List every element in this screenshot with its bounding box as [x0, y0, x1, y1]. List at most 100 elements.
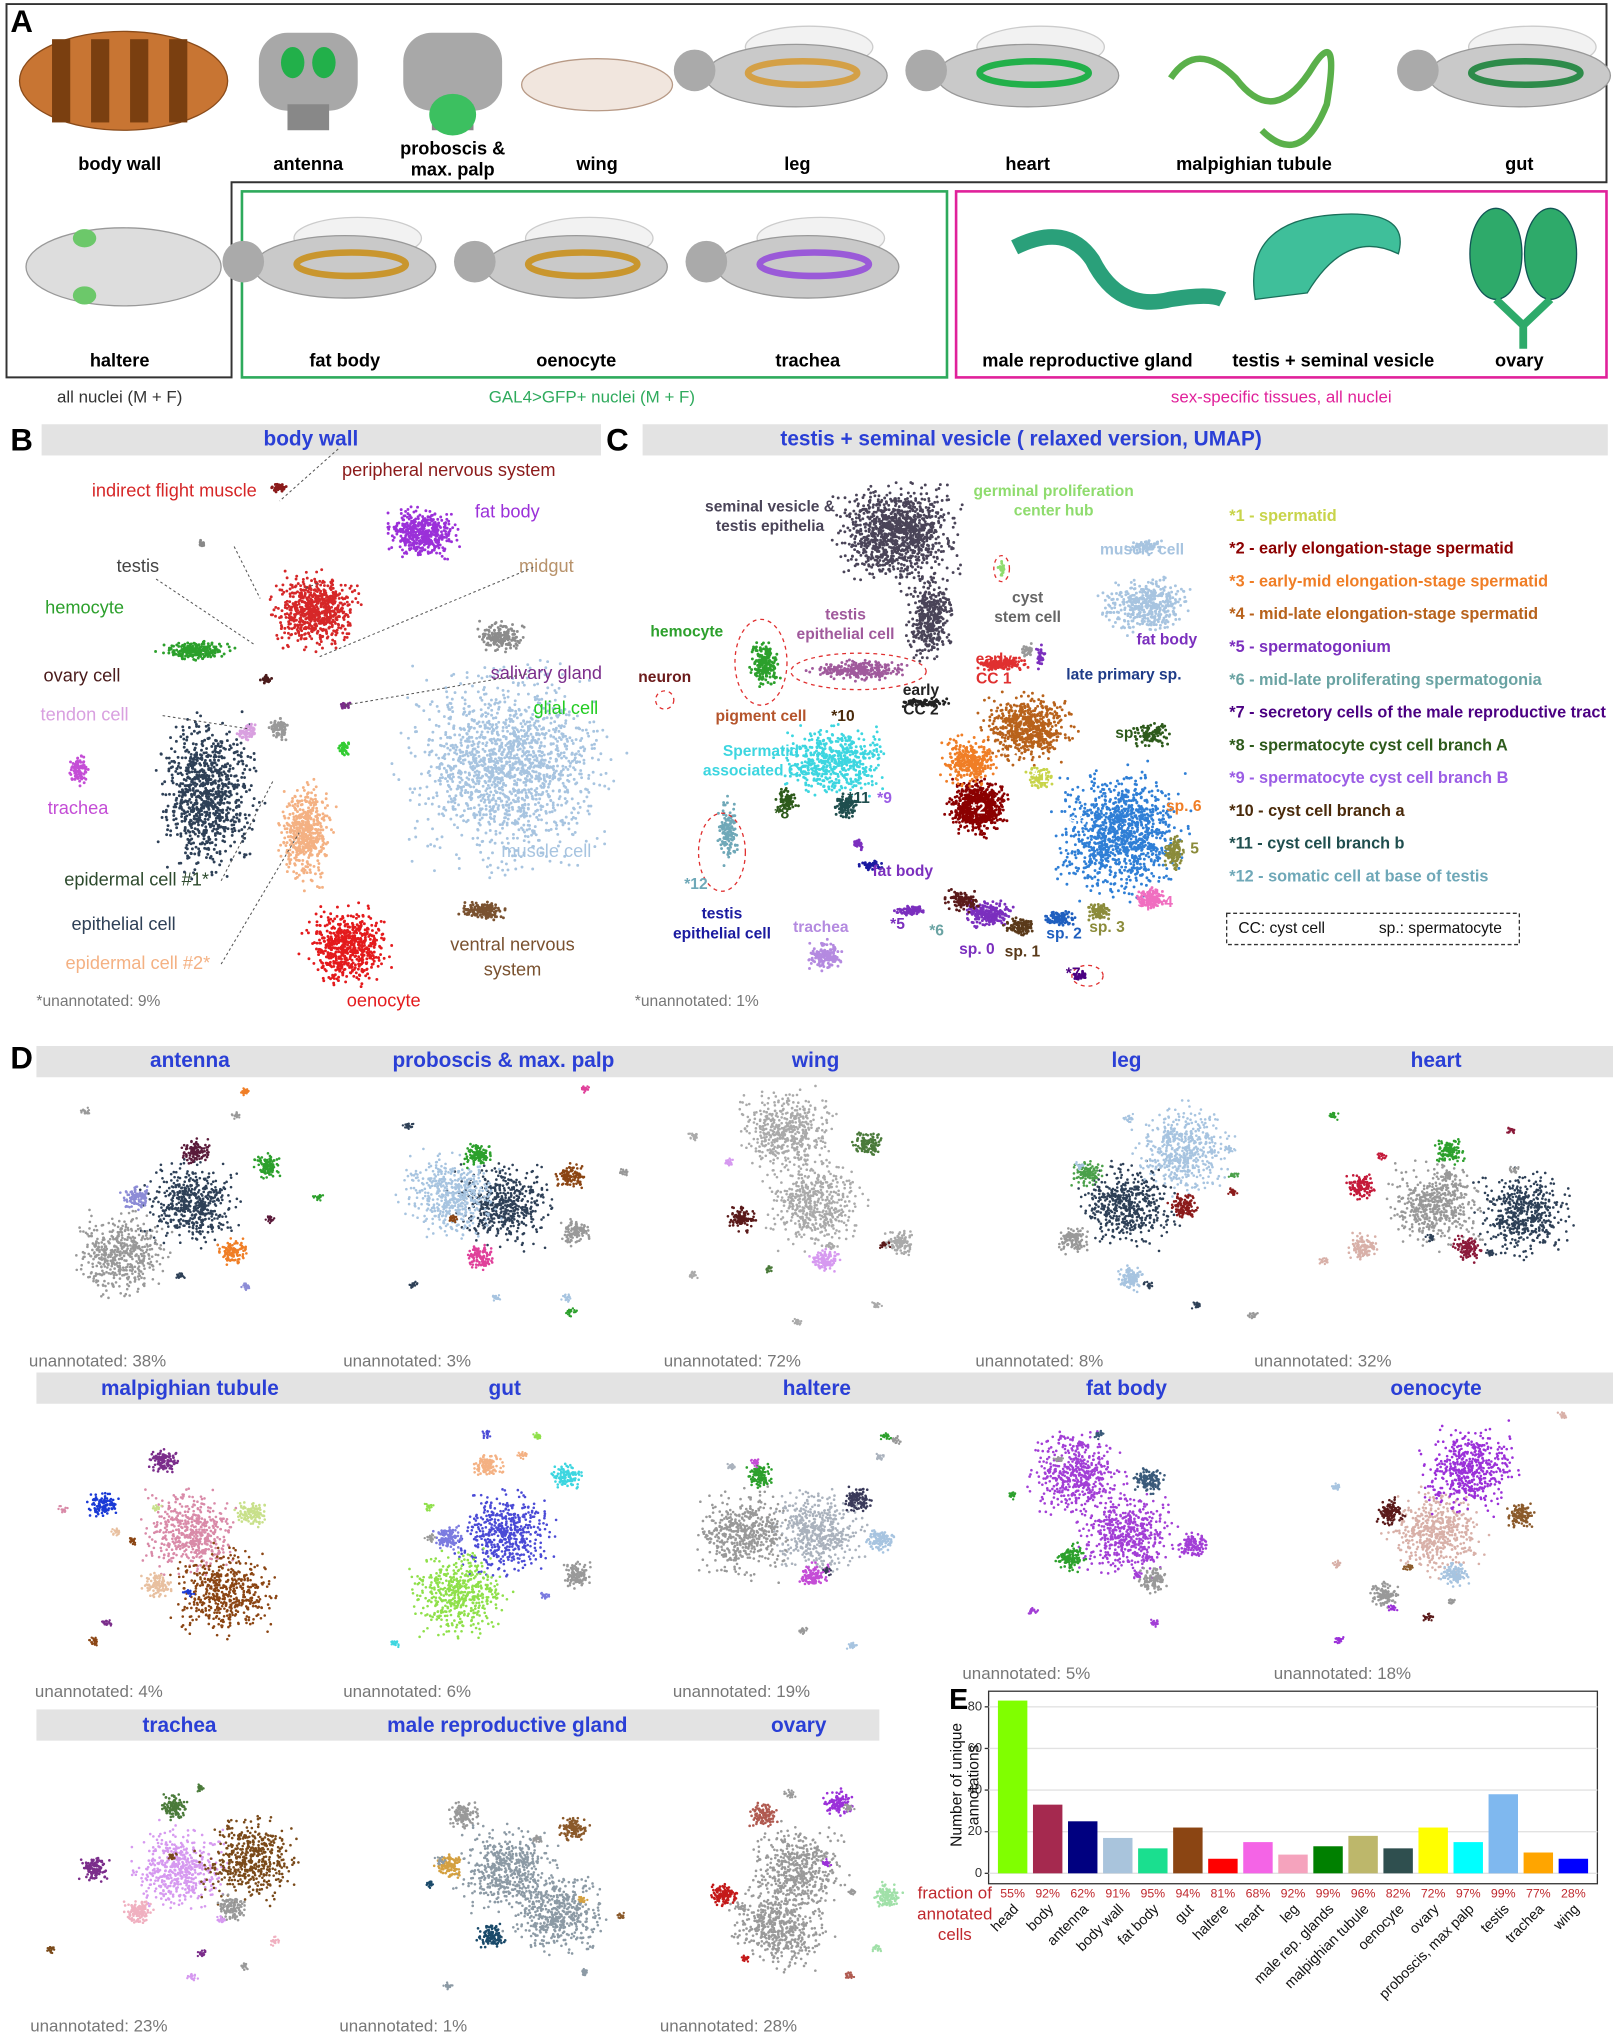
label: male reproductive gland — [982, 351, 1192, 371]
cell-dot — [446, 558, 449, 561]
cell-dot — [349, 971, 352, 974]
cell-dot — [346, 632, 349, 635]
cell-dot — [521, 770, 524, 773]
cell-dot — [530, 780, 533, 783]
cell-dot — [543, 779, 546, 782]
cell-dot — [606, 735, 609, 738]
cell-dot — [443, 755, 446, 758]
cell-dot — [296, 628, 299, 631]
cell-dot — [476, 764, 479, 767]
cell-dot — [177, 762, 180, 765]
cell-dot — [548, 783, 551, 786]
cell-dot — [507, 690, 510, 693]
cell-dot — [517, 778, 520, 781]
cell-dot — [344, 628, 347, 631]
cell-dot — [223, 653, 226, 656]
cell-dot — [169, 736, 172, 739]
cell-dot — [327, 916, 330, 919]
cell-dot — [317, 866, 320, 869]
cell-dot — [496, 784, 499, 787]
cell-dot — [519, 714, 522, 717]
cell-dot — [332, 926, 335, 929]
cell-dot — [224, 850, 227, 853]
cell-dot — [407, 737, 410, 740]
cell-dot — [532, 813, 535, 816]
cell-dot — [495, 723, 498, 726]
cell-dot — [305, 800, 308, 803]
cell-dot — [174, 750, 177, 753]
cell-dot — [374, 924, 377, 927]
cell-dot — [538, 725, 541, 728]
cell-dot — [337, 626, 340, 629]
cell-dot — [464, 698, 467, 701]
cell-dot — [195, 723, 198, 726]
cell-dot — [238, 829, 241, 832]
cell-dot — [241, 760, 244, 763]
cell-dot — [295, 578, 298, 581]
cell-dot — [466, 802, 469, 805]
cell-dot — [494, 842, 497, 845]
cell-dot — [292, 595, 295, 598]
cell-dot — [523, 814, 526, 817]
cell-dot — [572, 816, 575, 819]
cell-dot — [444, 733, 447, 736]
cell-dot — [421, 523, 424, 526]
cell-dot — [492, 794, 495, 797]
cell-dot — [360, 925, 363, 928]
cell-dot — [226, 875, 229, 878]
cell-dot — [524, 835, 527, 838]
cell-dot — [335, 647, 338, 650]
cell-dot — [476, 731, 479, 734]
cell-dot — [319, 627, 322, 630]
cell-dot — [215, 796, 218, 799]
cell-dot — [339, 918, 342, 921]
cell-dot — [505, 862, 508, 865]
cell-dot — [387, 522, 390, 525]
cell-dot — [219, 745, 222, 748]
cell-dot — [274, 483, 277, 486]
cell-dot — [303, 889, 306, 892]
cell-dot — [449, 736, 452, 739]
cell-dot — [308, 627, 311, 630]
cell-dot — [360, 982, 363, 985]
cell-dot — [575, 727, 578, 730]
cell-dot — [284, 844, 287, 847]
cell-dot — [466, 676, 469, 679]
cell-dot — [480, 708, 483, 711]
cell-dot — [530, 733, 533, 736]
cell-dot — [304, 621, 307, 624]
cell-dot — [253, 797, 256, 800]
cell-dot — [337, 979, 340, 982]
cell-dot — [411, 791, 414, 794]
cell-dot — [186, 847, 189, 850]
cell-dot — [445, 690, 448, 693]
cell-dot — [527, 824, 530, 827]
cell-dot — [362, 954, 365, 957]
cell-dot — [297, 853, 300, 856]
cell-dot — [285, 590, 288, 593]
cell-dot — [187, 763, 190, 766]
cell-dot — [321, 610, 324, 613]
cell-dot — [295, 872, 298, 875]
cell-dot — [527, 728, 530, 731]
cell-dot — [537, 778, 540, 781]
cell-dot — [181, 794, 184, 797]
cell-dot — [507, 724, 510, 727]
cell-dot — [505, 775, 508, 778]
cell-dot — [216, 769, 219, 772]
cell-dot — [324, 614, 327, 617]
cell-dot — [520, 722, 523, 725]
cell-dot — [487, 798, 490, 801]
cell-dot — [215, 871, 218, 874]
label: testis + seminal vesicle — [1232, 351, 1434, 371]
cell-dot — [501, 823, 504, 826]
cell-dot — [214, 805, 217, 808]
cell-dot — [530, 834, 533, 837]
cell-dot — [512, 747, 515, 750]
cell-dot — [512, 799, 515, 802]
cell-dot — [592, 730, 595, 733]
cell-dot — [350, 966, 353, 969]
cell-dot — [383, 921, 386, 924]
cell-dot — [179, 782, 182, 785]
cell-dot — [421, 540, 424, 543]
